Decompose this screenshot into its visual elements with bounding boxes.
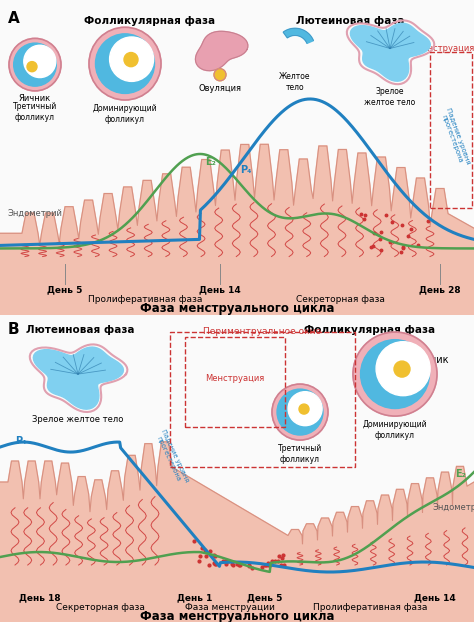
Text: Секреторная фаза: Секреторная фаза (55, 603, 145, 612)
Text: Лютеиновая фаза: Лютеиновая фаза (26, 325, 134, 335)
Circle shape (89, 27, 161, 100)
Text: Секреторная фаза: Секреторная фаза (296, 295, 384, 304)
Circle shape (9, 39, 61, 91)
Text: Менструация: Менструация (205, 374, 264, 383)
Text: Эндометрий: Эндометрий (8, 208, 63, 218)
Text: Доминирующий
фолликул: Доминирующий фолликул (93, 104, 157, 124)
Bar (170, 332, 355, 467)
Text: День 14: День 14 (414, 593, 456, 602)
Polygon shape (0, 144, 474, 259)
Circle shape (288, 392, 322, 425)
Bar (430, 52, 472, 208)
Text: Менструация: Менструация (415, 44, 474, 53)
Text: B: B (8, 322, 19, 337)
Text: День 5: День 5 (247, 593, 283, 602)
Text: Падение уровня
прогестерона: Падение уровня прогестерона (154, 429, 190, 486)
Text: Фаза менструального цикла: Фаза менструального цикла (140, 302, 334, 315)
Text: Эндометрий: Эндометрий (433, 503, 474, 511)
Text: Овуляция: Овуляция (199, 84, 241, 93)
Circle shape (394, 361, 410, 377)
Text: E₂: E₂ (455, 469, 466, 479)
Text: Яичник: Яичник (411, 355, 449, 365)
Circle shape (361, 340, 429, 409)
Circle shape (376, 341, 430, 396)
Text: День 28: День 28 (419, 285, 461, 294)
Text: Зрелое желтое тело: Зрелое желтое тело (32, 415, 124, 424)
Text: День 18: День 18 (19, 593, 61, 602)
Polygon shape (0, 442, 474, 567)
Circle shape (95, 34, 155, 93)
Text: День 14: День 14 (199, 285, 241, 294)
Circle shape (24, 45, 56, 78)
Text: Пролиферативная фаза: Пролиферативная фаза (313, 603, 427, 612)
Text: Периментруальное окно: Периментруальное окно (203, 327, 321, 336)
Circle shape (14, 43, 56, 86)
Text: A: A (8, 11, 20, 26)
Text: Зрелое
желтое тело: Зрелое желтое тело (365, 87, 416, 107)
Circle shape (124, 52, 138, 67)
Text: День 1: День 1 (177, 593, 213, 602)
Polygon shape (350, 23, 430, 81)
Text: Третичный
фолликул: Третичный фолликул (13, 102, 57, 122)
Polygon shape (195, 31, 248, 71)
Text: Фаза менструального цикла: Фаза менструального цикла (140, 610, 334, 622)
Circle shape (353, 332, 437, 416)
Text: P₄: P₄ (240, 165, 251, 175)
Polygon shape (33, 347, 123, 409)
Text: E₂: E₂ (205, 157, 216, 167)
Text: Лютеиновая фаза: Лютеиновая фаза (296, 16, 404, 26)
Circle shape (27, 62, 37, 72)
Circle shape (109, 37, 154, 81)
Text: Фолликулярная фаза: Фолликулярная фаза (84, 16, 216, 26)
Text: Фолликулярная фаза: Фолликулярная фаза (304, 325, 436, 335)
Text: Яичник: Яичник (19, 94, 51, 103)
Text: Фаза менструации: Фаза менструации (185, 603, 275, 612)
Circle shape (277, 389, 323, 435)
Text: Падение уровня
прогестерона: Падение уровня прогестерона (439, 107, 471, 167)
Circle shape (299, 404, 309, 414)
Text: Доминирующий
фолликул: Доминирующий фолликул (363, 420, 428, 440)
Text: День 5: День 5 (47, 285, 82, 294)
Text: Третичный
фолликул: Третичный фолликул (278, 444, 322, 464)
Text: Желтое
тело: Желтое тело (279, 72, 311, 92)
Circle shape (272, 384, 328, 440)
Polygon shape (283, 28, 313, 44)
Circle shape (214, 68, 226, 81)
Text: P₄: P₄ (15, 436, 27, 446)
Bar (185, 337, 285, 427)
Text: Пролиферативная фаза: Пролиферативная фаза (88, 295, 202, 304)
